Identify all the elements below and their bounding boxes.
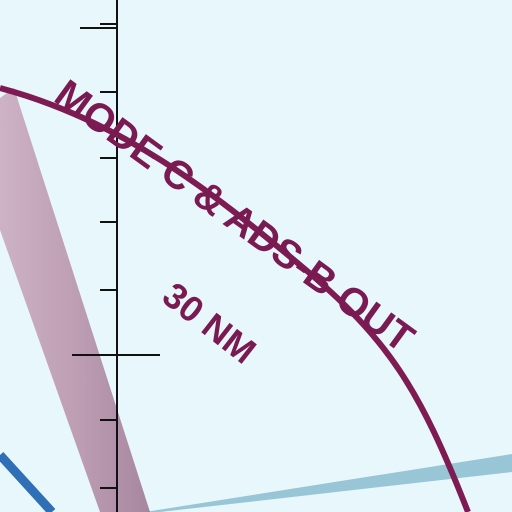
- airway-line-light: [145, 454, 512, 512]
- restricted-area-band: [0, 88, 150, 512]
- airway-line-dark: [0, 451, 56, 512]
- longitude-tick-line: [72, 0, 160, 512]
- mode-c-veil-arc: [0, 85, 471, 512]
